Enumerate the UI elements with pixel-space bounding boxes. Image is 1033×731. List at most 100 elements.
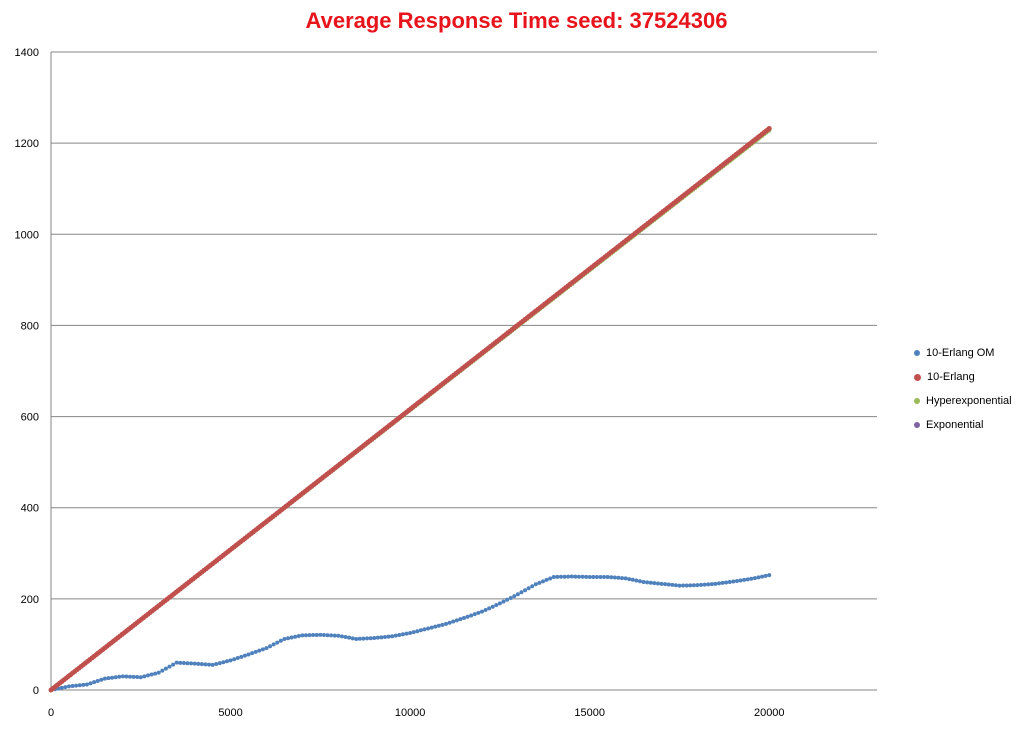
data-point	[178, 660, 183, 665]
data-point	[350, 636, 355, 641]
data-point	[688, 583, 693, 588]
data-point	[742, 577, 747, 582]
data-point	[634, 578, 639, 583]
data-point	[458, 617, 463, 622]
data-point	[695, 583, 700, 588]
data-point	[77, 683, 82, 688]
data-point	[666, 582, 671, 587]
legend-item: 10-Erlang OM	[912, 341, 1012, 365]
data-point	[382, 634, 387, 639]
data-point	[138, 675, 143, 680]
data-point	[465, 614, 470, 619]
data-point	[156, 670, 161, 675]
data-point	[699, 582, 704, 587]
data-point	[555, 574, 560, 579]
data-point	[214, 662, 219, 667]
data-point	[544, 577, 549, 582]
data-point	[271, 642, 276, 647]
data-point	[400, 632, 405, 637]
data-point	[418, 628, 423, 633]
data-point	[142, 674, 147, 679]
data-point	[580, 574, 585, 579]
data-point	[375, 635, 380, 640]
data-point	[623, 576, 628, 581]
data-point	[347, 635, 352, 640]
x-tick-label: 15000	[574, 707, 605, 719]
data-point	[612, 575, 617, 580]
data-point	[203, 662, 208, 667]
data-point	[476, 610, 481, 615]
y-tick-label: 200	[21, 594, 39, 606]
data-point	[318, 632, 323, 637]
data-point	[160, 668, 165, 673]
data-point	[562, 574, 567, 579]
data-point	[210, 662, 215, 667]
data-point	[433, 624, 438, 629]
data-point	[59, 685, 64, 690]
data-point	[361, 636, 366, 641]
data-point	[415, 629, 420, 634]
y-tick-label: 600	[21, 412, 39, 424]
data-point	[343, 635, 348, 640]
data-point	[207, 662, 212, 667]
data-point	[422, 627, 427, 632]
data-point	[508, 595, 513, 600]
data-point	[167, 664, 172, 669]
data-point	[738, 578, 743, 583]
data-point	[74, 683, 79, 688]
data-point	[174, 660, 179, 665]
data-point	[397, 632, 402, 637]
x-tick-label: 20000	[754, 707, 785, 719]
data-point	[321, 633, 326, 638]
data-point	[620, 576, 625, 581]
data-point	[131, 674, 136, 679]
y-tick-label: 1400	[15, 47, 39, 59]
data-point	[573, 574, 578, 579]
data-point	[548, 576, 553, 581]
data-point	[325, 633, 330, 638]
data-point	[171, 662, 176, 667]
data-point	[537, 580, 542, 585]
data-point	[469, 613, 474, 618]
data-point	[602, 574, 607, 579]
data-point	[670, 582, 675, 587]
data-point	[303, 633, 308, 638]
data-point	[648, 580, 653, 585]
data-point	[404, 631, 409, 636]
data-point	[505, 597, 510, 602]
data-point	[454, 618, 459, 623]
data-point	[332, 633, 337, 638]
legend-label: 10-Erlang	[927, 371, 975, 383]
data-point	[185, 661, 190, 666]
data-point	[745, 577, 750, 582]
data-point	[630, 577, 635, 582]
legend-marker	[914, 350, 920, 356]
data-point	[63, 685, 68, 690]
data-point	[691, 583, 696, 588]
data-point	[766, 126, 772, 132]
data-point	[716, 581, 721, 586]
data-point	[189, 661, 194, 666]
data-point	[81, 682, 86, 687]
data-point	[436, 623, 441, 628]
data-point	[296, 634, 301, 639]
data-point	[530, 584, 535, 589]
data-point	[257, 648, 262, 653]
data-point	[767, 573, 772, 578]
data-point	[368, 636, 373, 641]
data-point	[88, 681, 93, 686]
data-point	[702, 582, 707, 587]
data-point	[268, 644, 273, 649]
data-point	[196, 661, 201, 666]
data-point	[641, 579, 646, 584]
data-point	[278, 638, 283, 643]
y-tick-label: 400	[21, 503, 39, 515]
data-point	[713, 581, 718, 586]
data-point	[339, 634, 344, 639]
legend-marker	[914, 398, 920, 404]
data-point	[523, 588, 528, 593]
y-tick-label: 800	[21, 320, 39, 332]
data-point	[336, 633, 341, 638]
legend-marker	[914, 422, 920, 428]
